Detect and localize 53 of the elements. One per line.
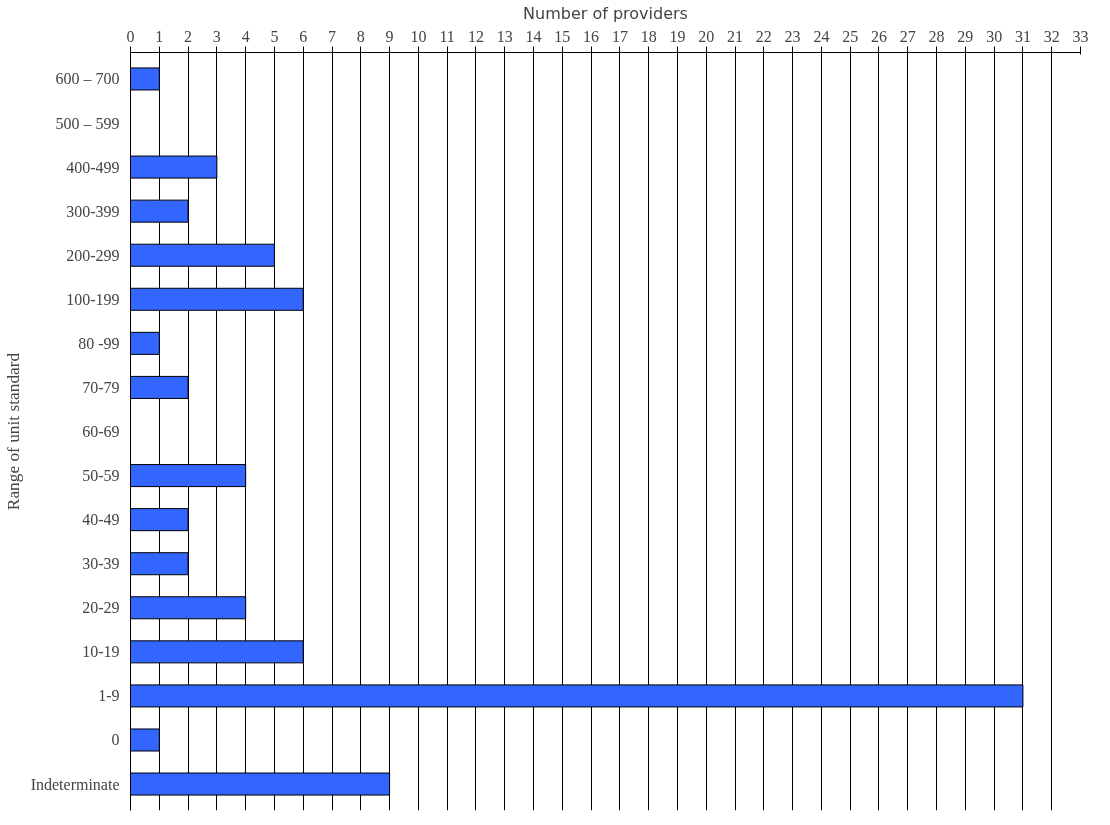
x-tick-label: 31	[1014, 27, 1031, 45]
x-tick-label: 29	[957, 27, 974, 45]
x-tick-label: 17	[611, 27, 628, 45]
x-tick-label: 1	[155, 27, 164, 45]
x-tick-label: 7	[328, 27, 337, 45]
x-tick-label: 4	[241, 27, 250, 45]
x-tick-label: 23	[784, 27, 801, 45]
x-tick-label: 2	[184, 27, 193, 45]
y-axis-title: Range of unit standard	[3, 352, 23, 511]
x-tick-label: 27	[899, 27, 916, 45]
x-tick-label: 18	[640, 27, 657, 45]
y-tick-label: 1-9	[98, 687, 120, 705]
x-tick-label: 19	[669, 27, 686, 45]
y-tick-label: 50-59	[82, 467, 120, 485]
x-tick-label: 22	[755, 27, 772, 45]
x-tick-label: 28	[928, 27, 945, 45]
x-tick-label: 6	[299, 27, 308, 45]
x-tick-label: 26	[870, 27, 887, 45]
y-tick-label: 100-199	[66, 290, 120, 308]
y-tick-label: 40-49	[82, 511, 120, 529]
x-tick-label: 20	[698, 27, 715, 45]
x-tick-label: 12	[467, 27, 484, 45]
x-tick-label: 21	[727, 27, 744, 45]
y-tick-label: 70-79	[82, 378, 120, 396]
x-tick-label: 9	[385, 27, 394, 45]
y-tick-label: 60-69	[82, 423, 120, 440]
x-tick-label: 32	[1043, 27, 1060, 45]
x-tick-label: 16	[583, 27, 600, 45]
x-tick-label: 15	[554, 27, 571, 45]
y-tick-label: 200-299	[66, 246, 120, 264]
y-tick-label: 10-19	[82, 643, 120, 661]
y-tick-label: 500 – 599	[55, 114, 120, 132]
x-tick-label: 13	[496, 27, 513, 45]
y-tick-label: 600 – 700	[55, 70, 120, 88]
x-tick-label: 8	[356, 27, 365, 45]
x-tick-label: 33	[1072, 27, 1089, 45]
y-tick-label: 20-29	[82, 599, 120, 617]
y-tick-label: 300-399	[66, 202, 120, 220]
x-tick-label: 0	[126, 27, 135, 45]
y-tick-label: Indeterminate	[30, 775, 120, 793]
y-tick-label: 80 -99	[78, 334, 120, 352]
x-tick-label: 10	[410, 27, 427, 45]
y-tick-label: 400-499	[66, 158, 120, 176]
y-tick-label: 30-39	[82, 555, 120, 573]
x-tick-label: 14	[525, 27, 542, 45]
x-axis-title: Number of providers	[523, 3, 688, 23]
y-tick-label: 0	[111, 731, 120, 749]
x-tick-label: 11	[439, 27, 455, 45]
x-tick-label: 5	[270, 27, 279, 45]
x-tick-label: 30	[986, 27, 1003, 45]
x-tick-label: 24	[813, 27, 830, 45]
x-tick-label: 3	[212, 27, 221, 45]
x-tick-label: 25	[842, 27, 859, 45]
